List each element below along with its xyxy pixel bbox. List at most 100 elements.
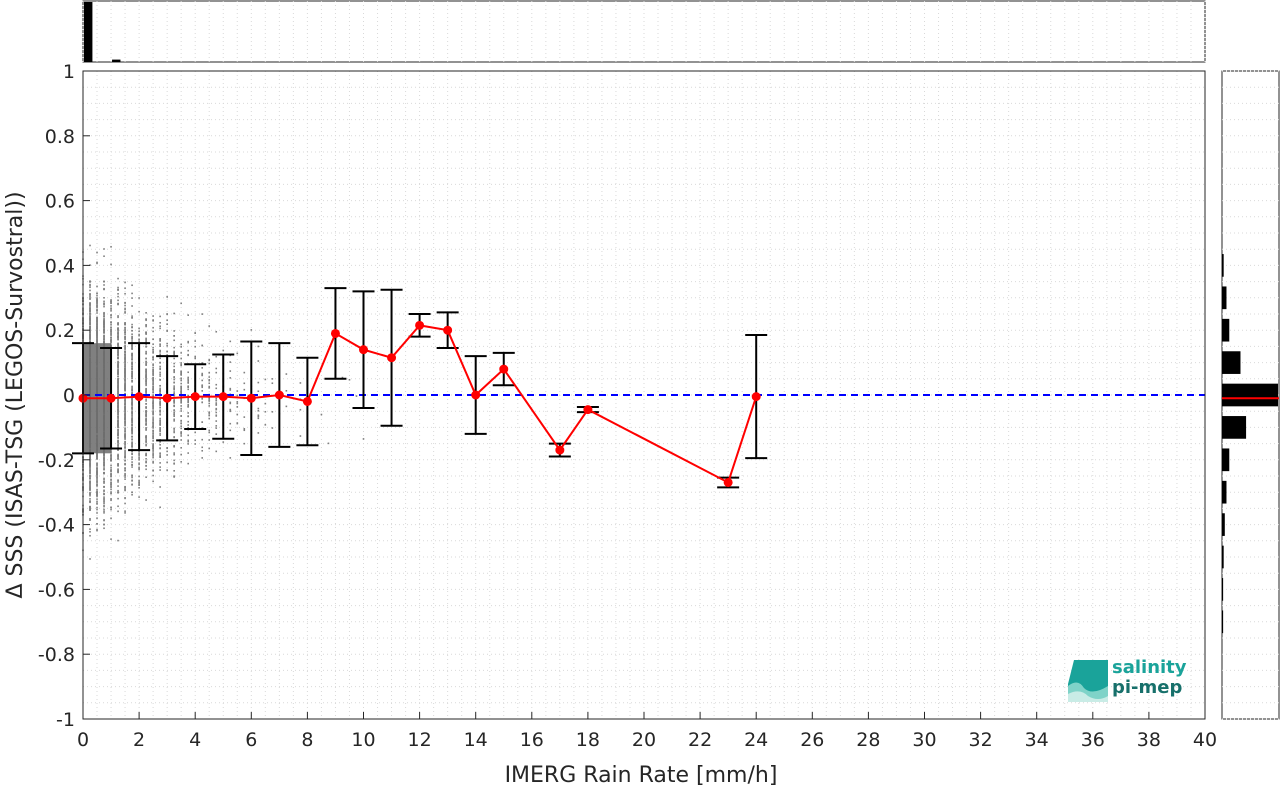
scatter-point (152, 320, 154, 322)
scatter-point (138, 479, 140, 482)
scatter-point (131, 352, 133, 355)
scatter-point (145, 464, 147, 467)
scatter-point (201, 384, 204, 386)
scatter-point (117, 322, 119, 324)
scatter-point (257, 409, 260, 412)
scatter-point (89, 456, 91, 459)
scatter-point (131, 424, 133, 426)
scatter-point (124, 421, 126, 424)
scatter-point (103, 467, 105, 469)
scatter-point (159, 469, 161, 471)
scatter-point (103, 464, 105, 467)
scatter-point (187, 440, 189, 443)
scatter-point (117, 334, 119, 337)
scatter-point (173, 462, 175, 465)
scatter-point (236, 352, 239, 355)
scatter-point (110, 331, 112, 333)
scatter-point (152, 326, 154, 329)
scatter-point (208, 325, 211, 327)
scatter-point (110, 482, 112, 485)
scatter-point (89, 509, 91, 511)
scatter-point (173, 402, 175, 404)
scatter-point (131, 372, 133, 375)
scatter-point (145, 357, 147, 360)
scatter-point (103, 338, 105, 341)
scatter-point (159, 387, 161, 390)
scatter-point (194, 439, 196, 442)
scatter-point (145, 312, 147, 314)
scatter-point (180, 439, 182, 441)
x-tick-label: 4 (189, 729, 201, 751)
scatter-point (124, 375, 126, 378)
scatter-point (110, 305, 112, 307)
scatter-point (103, 300, 105, 303)
scatter-point (124, 371, 126, 373)
scatter-point (131, 362, 133, 365)
scatter-point (124, 350, 126, 353)
x-tick-label: 32 (969, 729, 993, 751)
scatter-point (131, 416, 133, 419)
scatter-point (110, 302, 112, 305)
scatter-point (117, 380, 119, 383)
scatter-point (117, 328, 119, 331)
scatter-point (159, 486, 161, 488)
scatter-point (145, 452, 147, 455)
scatter-point (264, 378, 267, 381)
scatter-point (117, 382, 119, 384)
scatter-point (201, 397, 204, 400)
scatter-point (208, 359, 211, 362)
scatter-point (159, 338, 161, 341)
scatter-point (145, 424, 147, 426)
scatter-point (96, 529, 98, 532)
y-tick-label: 0.8 (45, 126, 75, 148)
scatter-point (152, 474, 154, 477)
scatter-point (194, 332, 196, 334)
scatter-point (117, 356, 119, 359)
scatter-point (103, 512, 105, 514)
logo-line1: salinity (1112, 657, 1187, 678)
scatter-point (124, 451, 126, 454)
scatter-point (152, 400, 154, 403)
x-tick-label: 38 (1137, 729, 1161, 751)
scatter-point (96, 462, 98, 464)
scatter-point (96, 478, 98, 481)
scatter-point (89, 508, 91, 510)
scatter-point (152, 407, 154, 410)
scatter-point (159, 462, 161, 464)
mean-marker (359, 345, 368, 355)
scatter-point (208, 358, 211, 361)
scatter-point (103, 472, 105, 474)
scatter-point (159, 375, 161, 377)
scatter-point (131, 358, 133, 360)
scatter-point (187, 379, 189, 382)
right-histogram-bar (1222, 254, 1224, 277)
scatter-point (229, 422, 232, 425)
scatter-point (159, 345, 161, 347)
scatter-point (131, 344, 133, 347)
scatter-point (166, 319, 168, 322)
scatter-point (131, 453, 133, 456)
scatter-point (117, 430, 119, 432)
scatter-point (124, 438, 126, 440)
scatter-point (131, 430, 133, 432)
scatter-point (208, 399, 211, 401)
scatter-point (89, 281, 91, 283)
scatter-point (173, 362, 175, 365)
right-histogram-bar (1222, 351, 1241, 374)
scatter-point (124, 373, 126, 376)
scatter-point (110, 454, 112, 457)
scatter-point (103, 527, 105, 530)
scatter-point (89, 455, 91, 457)
scatter-point (152, 383, 154, 386)
scatter-point (159, 365, 161, 368)
scatter-point (208, 385, 211, 388)
scatter-point (201, 386, 204, 389)
scatter-point (110, 338, 112, 341)
scatter-point (187, 381, 189, 383)
scatter-point (159, 373, 161, 376)
scatter-point (110, 308, 112, 310)
scatter-point (89, 314, 91, 316)
scatter-point (117, 539, 119, 542)
scatter-point (124, 361, 126, 363)
x-tick-label: 10 (351, 729, 375, 751)
